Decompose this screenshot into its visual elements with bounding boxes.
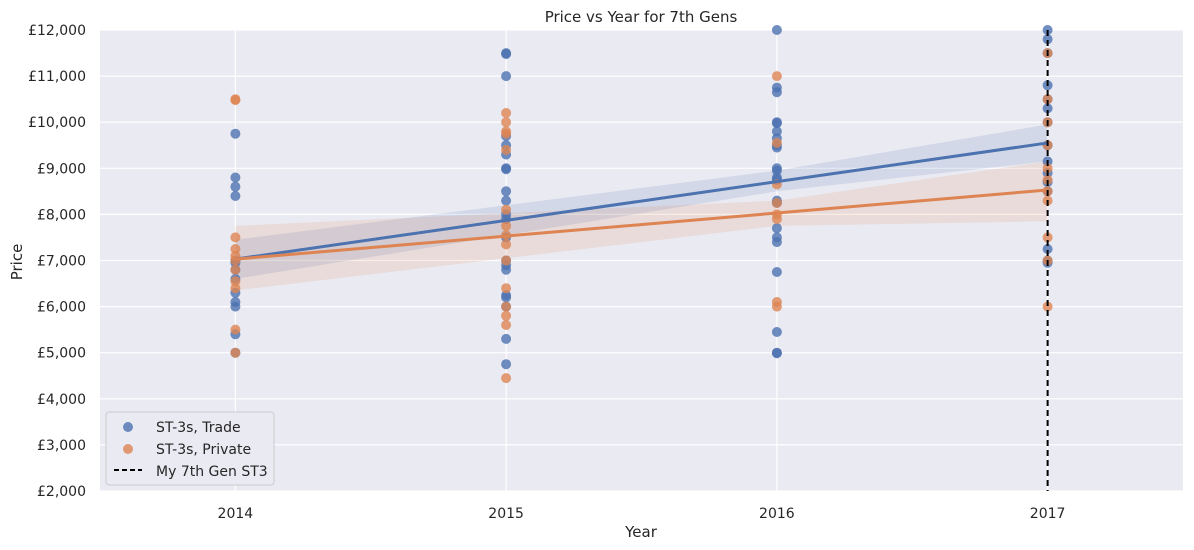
data-point	[1042, 244, 1053, 254]
data-point	[771, 197, 782, 208]
legend-marker-trade	[123, 422, 133, 432]
data-point	[230, 324, 241, 335]
data-point	[771, 126, 782, 137]
data-point	[771, 327, 782, 337]
data-point	[771, 87, 782, 98]
x-tick-label: 2014	[218, 506, 254, 522]
data-point	[501, 320, 512, 330]
data-point	[501, 128, 512, 139]
data-point	[771, 301, 782, 312]
data-point	[230, 191, 241, 201]
data-point	[501, 71, 512, 82]
data-point	[501, 195, 512, 206]
y-tick-label: £2,000	[37, 484, 86, 500]
data-point	[501, 359, 512, 370]
data-point	[771, 165, 782, 176]
trend-line	[235, 141, 1048, 261]
data-point	[501, 301, 512, 312]
data-point	[230, 244, 241, 254]
data-point	[1042, 103, 1053, 114]
data-point	[501, 255, 512, 266]
data-point	[230, 283, 241, 294]
data-point	[230, 232, 241, 243]
data-point	[230, 95, 241, 106]
data-point	[771, 348, 782, 359]
data-point	[501, 333, 512, 344]
x-tick-label: 2015	[488, 506, 524, 522]
data-point	[501, 292, 512, 303]
data-point	[1042, 34, 1053, 45]
data-point	[501, 117, 512, 128]
y-tick-label: £12,000	[28, 23, 86, 39]
legend-label-trade: ST-3s, Trade	[156, 420, 241, 436]
data-point	[771, 237, 782, 248]
data-point	[501, 204, 512, 215]
y-tick-label: £5,000	[37, 346, 86, 362]
data-point	[230, 128, 241, 139]
data-point	[501, 49, 512, 59]
y-tick-label: £8,000	[37, 207, 86, 223]
data-point	[771, 223, 782, 234]
x-tick-label: 2017	[1030, 506, 1066, 522]
y-tick-label: £7,000	[37, 254, 86, 270]
legend-marker-private	[123, 444, 133, 454]
legend: ST-3s, Trade ST-3s, Private My 7th Gen S…	[105, 411, 275, 486]
data-point	[230, 347, 241, 358]
data-point	[771, 137, 782, 148]
x-tick-label: 2016	[759, 506, 795, 522]
data-point	[1042, 163, 1053, 174]
data-point	[230, 264, 241, 275]
y-tick-label: £11,000	[28, 69, 86, 85]
data-point	[1042, 301, 1053, 312]
data-point	[230, 301, 241, 312]
chart-title: Price vs Year for 7th Gens	[545, 8, 738, 26]
trend-line	[235, 188, 1048, 261]
y-tick-labels: £2,000 £3,000 £4,000 £5,000 £6,000 £7,000 £8,0…	[28, 23, 86, 500]
data-point	[771, 118, 782, 129]
legend-label-vline: My 7th Gen ST3	[156, 464, 268, 480]
y-tick-label: £4,000	[37, 392, 86, 408]
data-point	[501, 164, 512, 175]
data-point	[501, 264, 512, 275]
data-point	[501, 108, 512, 118]
x-axis-label: Year	[624, 523, 658, 541]
data-point	[501, 373, 512, 384]
y-tick-label: £3,000	[37, 438, 86, 454]
data-point	[501, 144, 512, 155]
legend-label-private: ST-3s, Private	[156, 442, 251, 458]
data-point	[1042, 232, 1053, 243]
legend-box	[105, 411, 275, 486]
data-point	[771, 214, 782, 224]
y-tick-label: £6,000	[37, 300, 86, 316]
data-point	[230, 276, 241, 287]
x-tick-labels: 2014 2015 2016 2017	[218, 506, 1066, 522]
y-axis-label: Price	[8, 244, 26, 281]
data-point	[501, 186, 512, 197]
data-point	[230, 172, 241, 183]
data-point	[1042, 94, 1053, 105]
scatter-points	[230, 25, 1053, 384]
data-point	[501, 220, 512, 231]
data-point	[771, 267, 782, 277]
y-tick-label: £9,000	[37, 161, 86, 177]
data-point	[771, 25, 782, 35]
data-point	[1042, 174, 1053, 185]
data-point	[501, 310, 512, 321]
data-point	[771, 71, 782, 82]
y-tick-label: £10,000	[28, 115, 86, 131]
trend-lines	[235, 141, 1048, 261]
data-point	[230, 181, 241, 192]
data-point	[230, 255, 241, 266]
data-point	[501, 283, 512, 294]
data-point	[501, 239, 512, 250]
